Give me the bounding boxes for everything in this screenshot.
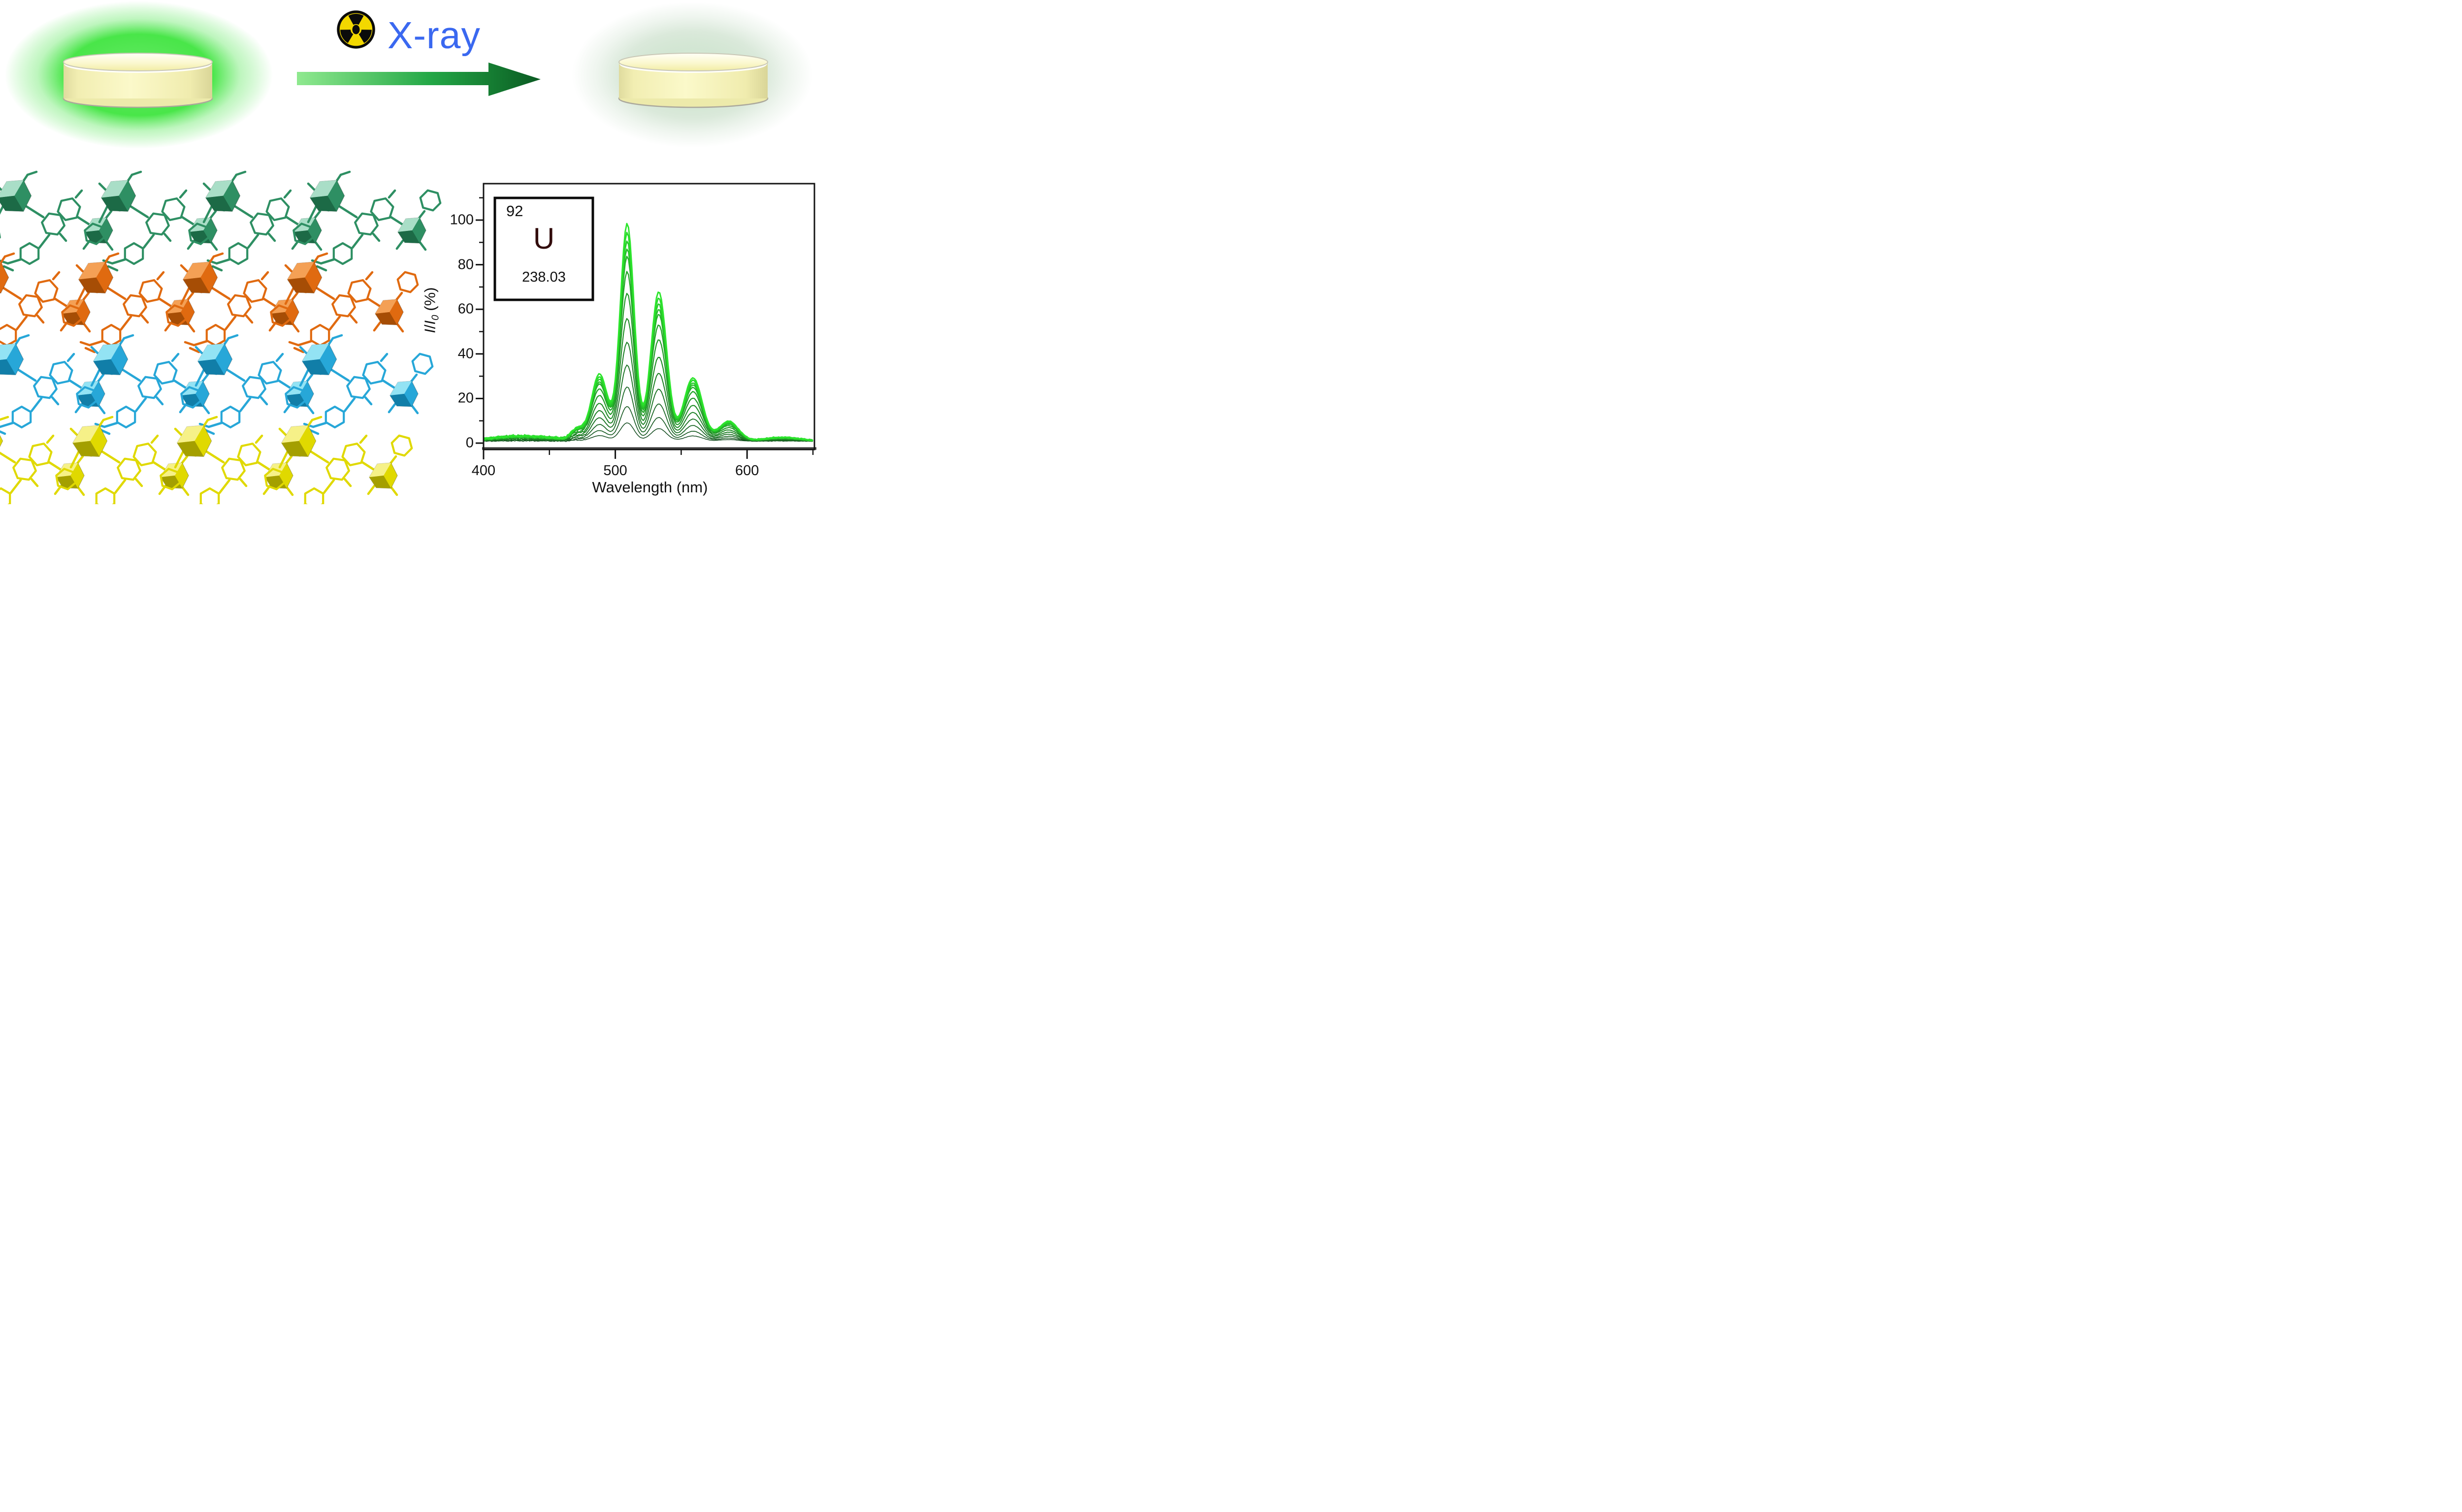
spectrum-curve [484,223,813,442]
uranyl-layer-green [0,170,442,272]
crystal-chain-unit [285,334,434,435]
x-axis-label: Wavelength (nm) [592,479,708,496]
crystal-chain-unit [264,416,413,504]
y-tick-label: 20 [457,390,474,406]
y-axis-label: I/I0(%) [421,287,441,333]
element-atomic-number: 92 [506,202,523,220]
figure-graphics [0,1,816,504]
y-tick-label: 60 [457,301,474,317]
uranyl-layer-yellow [0,416,413,504]
crystal-chain-unit [270,252,419,354]
y-tick-label: 80 [457,257,474,273]
y-tick-label: 100 [450,212,474,228]
y-axis-label-slash: / [421,324,439,329]
y-axis-label-denominator: I [421,320,439,325]
pellet-disk [63,53,213,108]
spectra-curves [484,223,813,442]
element-box-frame [493,196,594,301]
x-tick-label: 500 [603,463,627,479]
xray-arrow [297,63,541,96]
uranyl-layer-cyan [0,334,434,435]
y-tick-label: 0 [465,435,474,451]
radioactive-icon [337,10,375,49]
graphical-abstract-figure: X-ray 92 U 238.03 I/I0(%) Wavelength (nm… [0,0,825,504]
pellet-disks [63,53,769,108]
element-atomic-mass: 238.03 [522,269,566,285]
crystal-chain-unit [61,252,210,354]
emission-spectra-chart [476,183,816,459]
y-tick-label: 40 [457,346,474,362]
element-symbol: U [533,222,555,255]
y-axis-label-unit: (%) [421,287,439,311]
x-tick-label: 400 [471,463,496,479]
crystal-chain-unit [292,170,442,272]
x-tick-label: 600 [735,463,759,479]
xray-label: X-ray [388,14,481,57]
crystal-structure [0,170,442,504]
crystal-chain-unit [180,334,329,435]
uranyl-layer-orange [0,252,419,354]
y-axis-label-numerator: I [421,328,439,333]
pellet-disk [618,53,769,108]
